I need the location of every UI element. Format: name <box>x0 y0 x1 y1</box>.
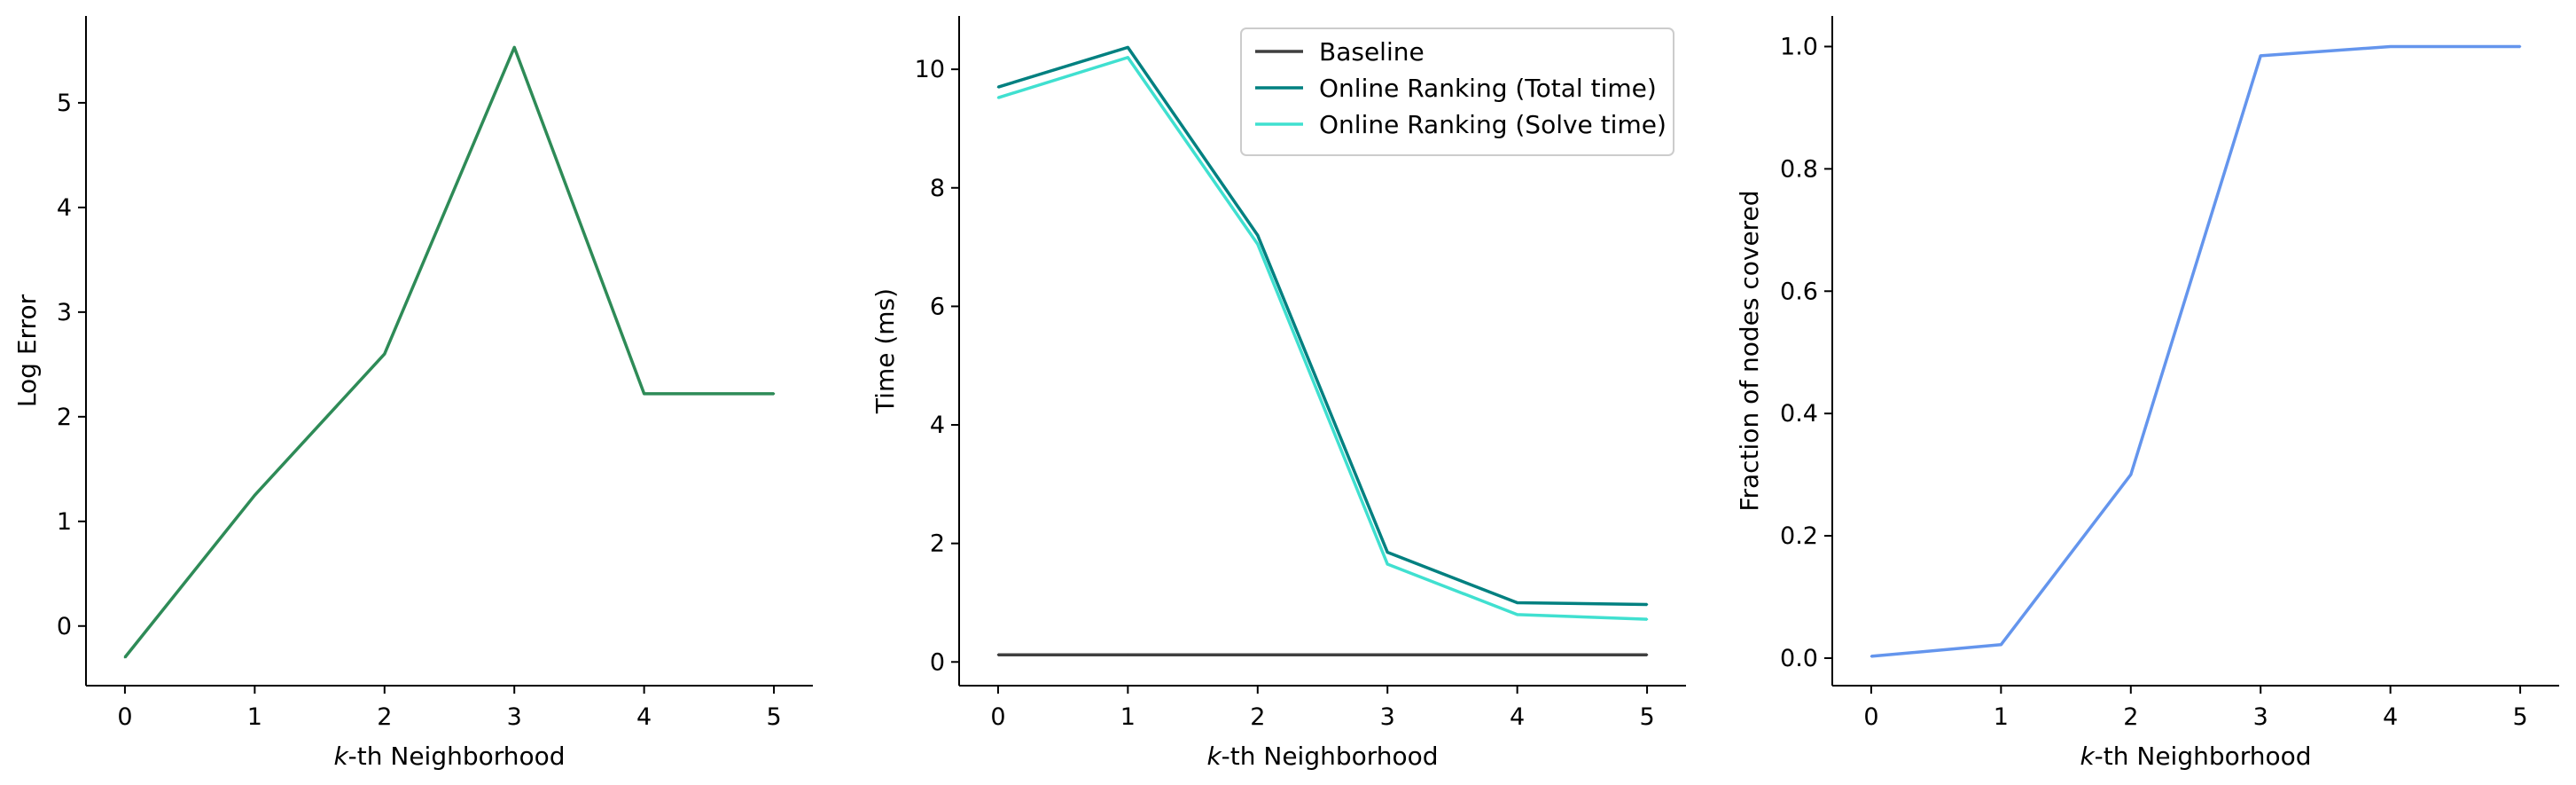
x-tick-label: 0 <box>117 703 132 731</box>
data-point <box>1516 654 1518 656</box>
data-point <box>996 654 1000 656</box>
data-point <box>2129 473 2132 476</box>
y-tick-label: 0 <box>930 648 945 676</box>
legend: Baseline Online Ranking (Total time) Onlin… <box>1240 27 1674 156</box>
data-point <box>2000 643 2002 647</box>
y-tick-label: 4 <box>930 412 945 439</box>
y-tick-label: 6 <box>930 293 945 320</box>
y-tick-label: 0.8 <box>1780 155 1818 183</box>
data-point <box>1386 551 1389 553</box>
data-point <box>1256 234 1259 237</box>
data-point <box>383 352 386 356</box>
legend-label: Baseline <box>1319 37 1425 67</box>
data-point <box>772 392 776 396</box>
data-point <box>1127 46 1129 49</box>
data-point <box>254 494 256 497</box>
x-tick-label: 5 <box>1639 703 1654 731</box>
data-point <box>996 85 1000 89</box>
y-tick-label: 8 <box>930 175 945 202</box>
data-point <box>1645 654 1649 656</box>
x-tick-label: 3 <box>1380 703 1395 731</box>
data-point <box>1127 56 1129 59</box>
y-tick-label: 4 <box>57 194 72 222</box>
y-tick-label: 10 <box>915 56 945 83</box>
log-error-chart: 0 1 2 3 4 5 0 1 2 3 4 5 k-th Neighborhood Log Error <box>12 16 813 771</box>
series-line <box>1870 44 2521 658</box>
data-point <box>1386 654 1389 656</box>
y-axis-label: Time (ms) <box>870 288 900 414</box>
x-tick-label: 4 <box>1510 703 1525 731</box>
data-point <box>2260 54 2262 58</box>
data-point <box>2518 45 2522 48</box>
x-axis-label-text: -th Neighborhood <box>348 742 566 771</box>
y-tick-label: 2 <box>57 404 72 431</box>
y-axis-label: Log Error <box>12 294 42 407</box>
x-tick-label: 5 <box>2512 703 2527 731</box>
y-tick-label: 2 <box>930 530 945 558</box>
x-tick-label: 2 <box>377 703 392 731</box>
data-point <box>1256 654 1259 656</box>
x-axis-label: k-th Neighborhood <box>333 742 565 771</box>
data-point <box>1256 243 1259 246</box>
x-axis-label-variable: k <box>333 742 349 771</box>
x-axis-label: k-th Neighborhood <box>2080 742 2311 771</box>
legend-label: Online Ranking (Solve time) <box>1319 110 1667 139</box>
x-axis-label-variable: k <box>2080 742 2096 771</box>
x-tick-label: 1 <box>1120 703 1136 731</box>
y-tick-label: 1 <box>57 508 72 536</box>
y-tick-label: 3 <box>57 299 72 326</box>
x-tick-label: 4 <box>2383 703 2398 731</box>
data-point <box>996 97 1000 99</box>
x-tick-label: 1 <box>1994 703 2009 731</box>
x-tick-label: 1 <box>247 703 262 731</box>
data-point <box>1516 613 1518 616</box>
data-point <box>1645 617 1649 621</box>
data-point <box>1645 603 1649 606</box>
data-point <box>513 46 516 49</box>
time-chart: 0 1 2 3 4 5 0 2 4 6 8 10 k-th Neighborhood Time (ms) B… <box>870 16 1686 771</box>
x-axis-label-text: -th Neighborhood <box>1222 742 1439 771</box>
x-tick-label: 0 <box>990 703 1005 731</box>
data-point <box>123 655 127 659</box>
x-axis-label-variable: k <box>1206 742 1222 771</box>
data-point <box>1516 601 1518 604</box>
x-tick-label: 2 <box>2123 703 2138 731</box>
data-point <box>643 392 645 396</box>
x-axis-label-text: -th Neighborhood <box>2095 742 2312 771</box>
y-tick-label: 1.0 <box>1780 33 1818 60</box>
x-tick-label: 3 <box>2253 703 2268 731</box>
legend-box <box>1240 27 1674 156</box>
x-tick-label: 2 <box>1250 703 1265 731</box>
series-line <box>997 56 1648 621</box>
y-tick-label: 5 <box>57 90 72 117</box>
y-tick-label: 0.2 <box>1780 522 1818 550</box>
y-tick-label: 0.0 <box>1780 645 1818 672</box>
data-point <box>1386 562 1389 566</box>
legend-label: Online Ranking (Total time) <box>1319 74 1657 103</box>
x-tick-label: 5 <box>766 703 781 731</box>
x-axis-label: k-th Neighborhood <box>1206 742 1438 771</box>
y-axis-label: Fraction of nodes covered <box>1735 190 1764 511</box>
series-line <box>997 45 1648 607</box>
x-tick-label: 3 <box>507 703 522 731</box>
data-point <box>1127 654 1129 656</box>
y-tick-label: 0.4 <box>1780 400 1818 428</box>
y-tick-label: 0.6 <box>1780 278 1818 305</box>
x-tick-label: 4 <box>636 703 652 731</box>
series-line <box>123 45 775 659</box>
y-tick-label: 0 <box>57 613 72 640</box>
x-tick-label: 0 <box>1863 703 1878 731</box>
coverage-chart: 0 1 2 3 4 5 0.0 0.2 0.4 0.6 0.8 1.0 k-th Neighborhoo… <box>1735 16 2559 771</box>
data-point <box>2389 45 2392 48</box>
data-point <box>1870 655 1873 658</box>
